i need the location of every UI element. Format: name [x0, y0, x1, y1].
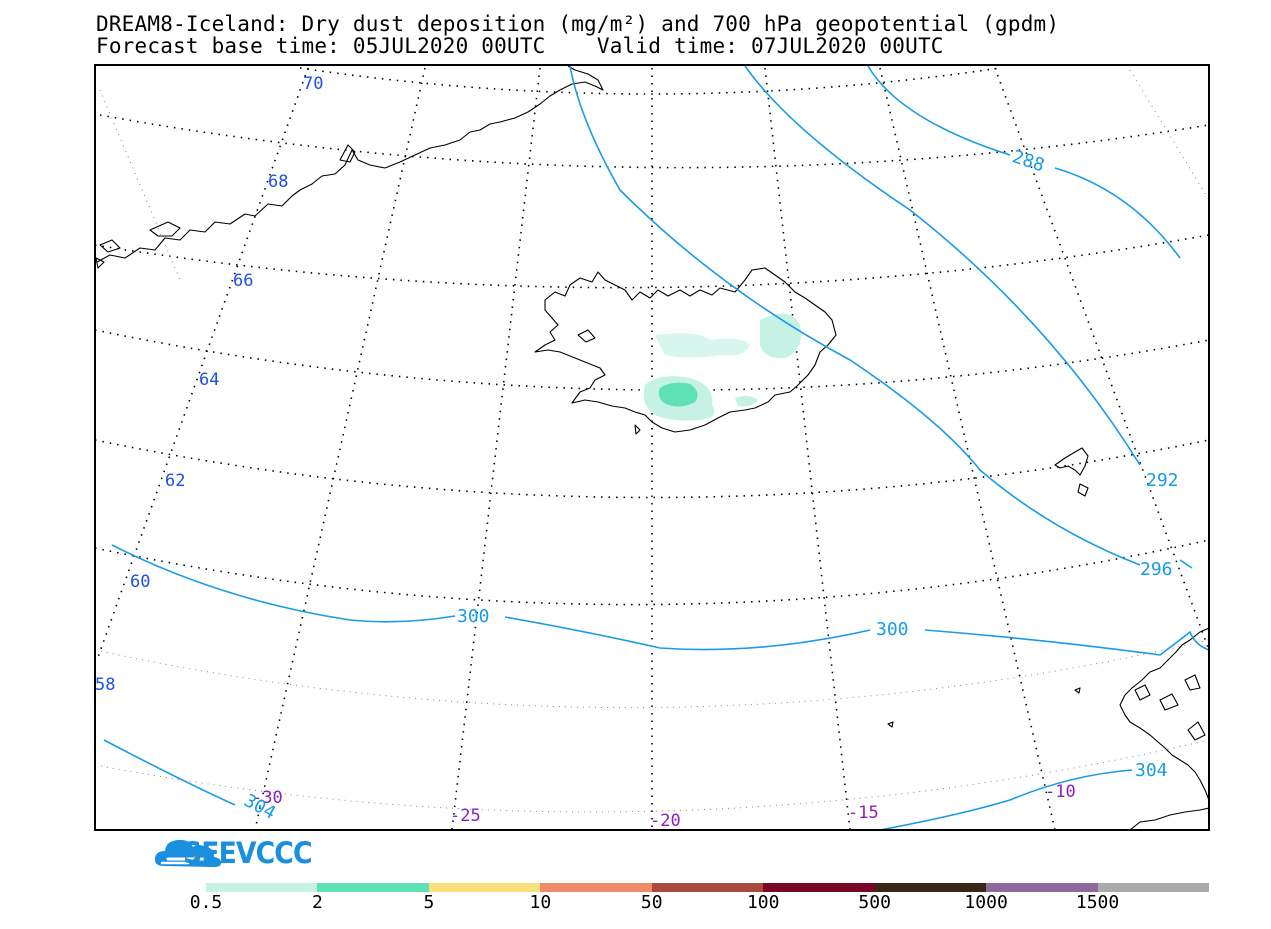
- colorbar-label: 10: [529, 892, 552, 913]
- geopotential-contours: [103, 65, 1209, 830]
- colorbar-swatch: [428, 883, 541, 892]
- longitude-label: -25: [450, 806, 481, 826]
- map-frame: [94, 64, 1210, 831]
- latitude-label: 68: [268, 172, 288, 192]
- colorbar-swatch: [651, 883, 764, 892]
- latitude-lines: [95, 67, 1209, 606]
- longitude-lines: [96, 67, 1209, 830]
- contour-label: 300: [876, 619, 909, 640]
- dust-deposition-shading: [643, 313, 801, 421]
- latitude-lines-light: [95, 69, 1209, 813]
- latitude-label: 66: [233, 271, 253, 291]
- contour-label: 296: [1140, 559, 1173, 580]
- map-title: DREAM8-Iceland: Dry dust deposition (mg/…: [96, 12, 1060, 36]
- longitude-label: -20: [650, 811, 681, 831]
- longitude-label: -10: [1045, 782, 1076, 802]
- colorbar-label: 0.5: [189, 892, 223, 913]
- logo-text: SEEVCCC: [183, 836, 313, 870]
- colorbar-swatch: [206, 883, 318, 892]
- colorbar-label: 1000: [964, 892, 1008, 913]
- colorbar-label: 5: [423, 892, 435, 913]
- latitude-label: 60: [130, 572, 150, 592]
- map-subtitle-times: Forecast base time: 05JUL2020 00UTC Vali…: [96, 34, 944, 58]
- contour-label: 292: [1146, 470, 1179, 491]
- colorbar-label: 1500: [1075, 892, 1120, 913]
- contour-label: 304: [1135, 760, 1168, 781]
- longitude-label: -30: [252, 788, 283, 808]
- colorbar-swatch: [763, 883, 875, 892]
- colorbar-label: 50: [640, 892, 663, 913]
- colorbar-label: 100: [746, 892, 780, 913]
- colorbar-label: 500: [858, 892, 891, 913]
- colorbar-swatch: [874, 883, 987, 892]
- latitude-label: 62: [165, 471, 185, 491]
- colorbar-swatch: [1097, 883, 1209, 892]
- contour-label: 288: [1010, 146, 1047, 176]
- longitude-label: -15: [848, 803, 879, 823]
- colorbar-swatch: [540, 883, 652, 892]
- colorbar-swatch: [986, 883, 1098, 892]
- contour-label: 300: [457, 606, 490, 627]
- colorbar-legend: [206, 883, 1209, 892]
- latitude-label: 70: [303, 74, 323, 94]
- latitude-label: 64: [199, 370, 219, 390]
- colorbar-swatch: [317, 883, 429, 892]
- latitude-label: 58: [95, 675, 115, 695]
- coastlines: [95, 65, 1209, 830]
- seevccc-logo-icon: [154, 839, 222, 867]
- colorbar-label: 2: [312, 892, 323, 913]
